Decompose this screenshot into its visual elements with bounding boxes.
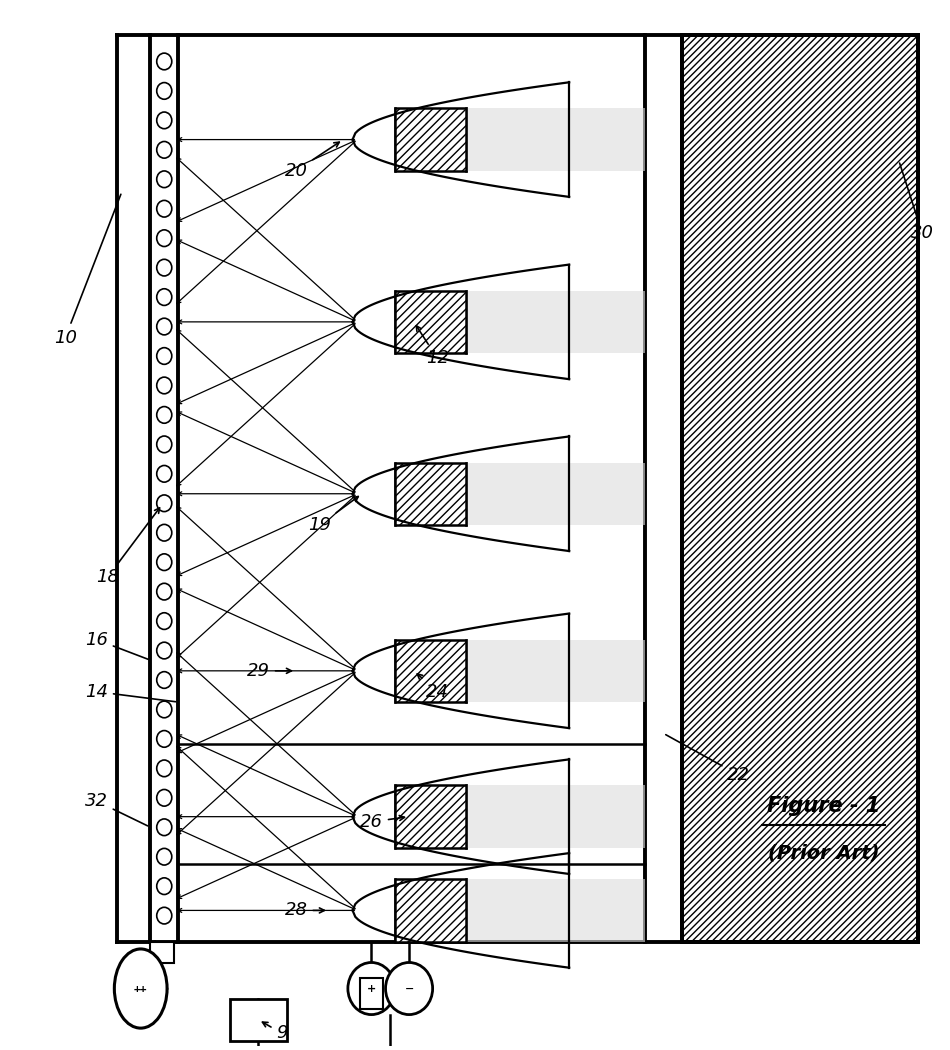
Text: 26: 26 bbox=[360, 813, 405, 831]
Bar bbox=[682, 36, 918, 942]
Text: 18: 18 bbox=[96, 508, 160, 586]
Bar bbox=[466, 108, 644, 171]
Bar bbox=[395, 785, 466, 848]
Bar bbox=[466, 639, 644, 702]
Text: 9: 9 bbox=[262, 1022, 288, 1043]
Text: 24: 24 bbox=[417, 674, 448, 700]
Bar bbox=[360, 979, 383, 1009]
Text: 32: 32 bbox=[85, 792, 147, 826]
Bar bbox=[150, 942, 174, 963]
Text: 20: 20 bbox=[285, 142, 339, 180]
Text: 14: 14 bbox=[85, 682, 176, 701]
Text: 16: 16 bbox=[85, 631, 148, 659]
Bar bbox=[466, 879, 644, 942]
Text: 29: 29 bbox=[247, 662, 292, 679]
Bar bbox=[466, 291, 644, 353]
Text: 22: 22 bbox=[666, 735, 750, 784]
Text: +: + bbox=[367, 984, 376, 993]
Bar bbox=[466, 462, 644, 525]
Text: 30: 30 bbox=[900, 163, 934, 243]
Bar bbox=[395, 639, 466, 702]
Circle shape bbox=[386, 963, 432, 1014]
Text: 10: 10 bbox=[54, 194, 121, 346]
Text: 12: 12 bbox=[416, 326, 448, 368]
Bar bbox=[395, 291, 466, 353]
Text: 19: 19 bbox=[308, 497, 358, 534]
Bar bbox=[395, 879, 466, 942]
Text: 28: 28 bbox=[285, 901, 324, 920]
Circle shape bbox=[348, 963, 395, 1014]
Text: Figure - 1: Figure - 1 bbox=[767, 796, 880, 816]
Text: −: − bbox=[405, 984, 414, 993]
Bar bbox=[230, 999, 287, 1041]
Text: (Prior Art): (Prior Art) bbox=[768, 843, 879, 863]
Bar bbox=[395, 108, 466, 171]
Bar bbox=[466, 785, 644, 848]
Bar bbox=[395, 462, 466, 525]
Text: ++: ++ bbox=[134, 984, 147, 993]
Ellipse shape bbox=[114, 949, 167, 1028]
